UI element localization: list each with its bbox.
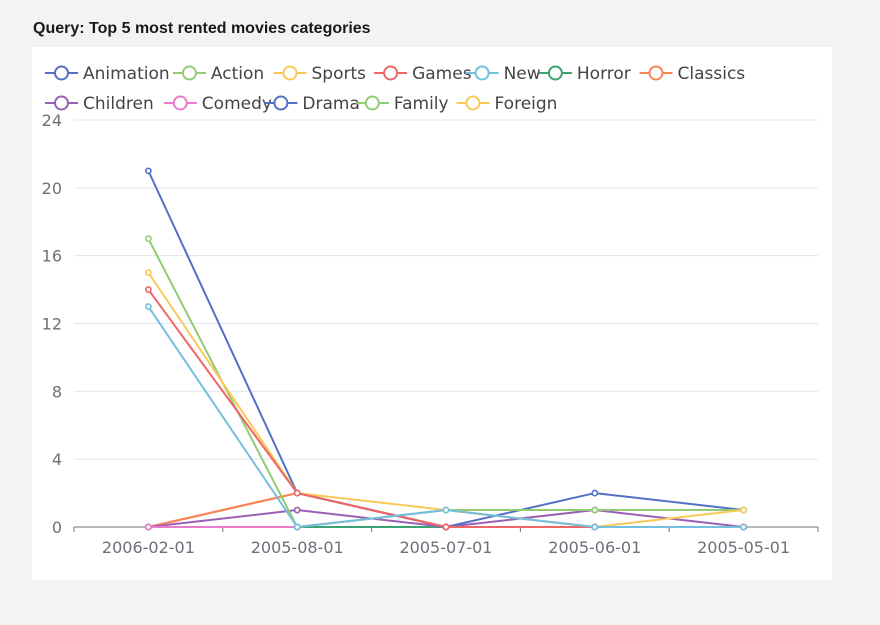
legend-label: Animation: [83, 64, 170, 84]
data-point[interactable]: [442, 506, 450, 514]
legend-item-foreign[interactable]: Foreign: [456, 94, 558, 114]
legend-item-animation[interactable]: Animation: [45, 64, 170, 84]
legend-item-family[interactable]: Family: [355, 94, 449, 114]
x-tick-label: 2006-02-01: [102, 538, 195, 557]
data-point[interactable]: [442, 523, 450, 531]
data-point[interactable]: [145, 286, 152, 293]
legend-label: New: [504, 64, 541, 84]
legend-label: Classics: [678, 64, 746, 84]
x-tick-label: 2005-06-01: [548, 538, 641, 557]
series-line-foreign[interactable]: [147, 272, 744, 528]
legend-item-classics[interactable]: Classics: [639, 64, 746, 84]
data-point[interactable]: [293, 506, 301, 514]
legend-item-sports[interactable]: Sports: [273, 64, 367, 84]
data-point[interactable]: [145, 167, 152, 175]
legend: Animation Action Sports Games New Horror Class…: [45, 64, 745, 114]
legend-marker-icon: [273, 95, 289, 111]
legend-item-games[interactable]: Games: [374, 64, 472, 84]
data-point[interactable]: [740, 506, 747, 514]
legend-label: Comedy: [202, 94, 272, 114]
line-chart: 0 4 8 12 16 20 24 2006-02-01 2005-08-01 2005-07-0…: [42, 64, 819, 557]
chart-card: 0 4 8 12 16 20 24 2006-02-01 2005-08-01 2005-07-0…: [32, 47, 832, 580]
legend-marker-icon: [465, 95, 481, 111]
legend-label: Action: [211, 64, 264, 84]
axes: 0 4 8 12 16 20 24 2006-02-01 2005-08-01 2005-07-0…: [42, 111, 819, 557]
series-line-games[interactable]: [147, 288, 744, 528]
legend-item-children[interactable]: Children: [45, 94, 154, 114]
x-tick-label: 2005-08-01: [251, 538, 344, 557]
legend-label: Children: [83, 94, 154, 114]
legend-marker-icon: [54, 65, 69, 81]
query-title: Query: Top 5 most rented movies categori…: [33, 20, 371, 37]
x-tick-label: 2005-07-01: [400, 538, 493, 557]
legend-label: Foreign: [495, 94, 558, 114]
series-line-new[interactable]: [147, 305, 744, 528]
data-point[interactable]: [293, 489, 301, 497]
legend-marker-icon: [172, 95, 188, 111]
grid-lines: [74, 119, 818, 460]
data-point[interactable]: [591, 489, 599, 497]
legend-marker-icon: [383, 65, 399, 81]
data-point[interactable]: [591, 523, 599, 531]
legend-item-new[interactable]: New: [465, 64, 541, 84]
data-point[interactable]: [293, 523, 301, 531]
data-point[interactable]: [740, 523, 747, 531]
legend-item-comedy[interactable]: Comedy: [163, 94, 272, 114]
y-tick-label: 24: [42, 111, 62, 130]
series-lines: [145, 167, 747, 531]
legend-marker-icon: [282, 65, 298, 81]
data-point[interactable]: [145, 303, 152, 310]
legend-item-horror[interactable]: Horror: [538, 64, 631, 84]
y-tick-label: 8: [52, 382, 62, 401]
y-tick-label: 20: [42, 179, 62, 198]
legend-label: Drama: [302, 94, 359, 114]
legend-marker-icon: [54, 95, 69, 111]
legend-label: Sports: [312, 64, 367, 84]
y-tick-label: 16: [42, 247, 62, 266]
series-line-family[interactable]: [147, 238, 744, 528]
y-tick-label: 0: [52, 518, 62, 537]
legend-label: Family: [394, 94, 449, 114]
data-point[interactable]: [145, 269, 152, 277]
legend-marker-icon: [364, 95, 380, 111]
legend-item-drama[interactable]: Drama: [264, 94, 360, 114]
legend-marker-icon: [181, 65, 197, 81]
legend-label: Horror: [577, 64, 631, 84]
y-tick-label: 4: [52, 450, 62, 469]
data-point[interactable]: [145, 523, 152, 531]
data-point[interactable]: [145, 235, 152, 243]
legend-marker-icon: [474, 65, 490, 81]
y-tick-label: 12: [42, 315, 62, 334]
legend-label: Games: [412, 64, 472, 84]
legend-item-action[interactable]: Action: [172, 64, 264, 84]
data-point[interactable]: [591, 506, 599, 514]
legend-marker-icon: [648, 65, 664, 81]
legend-marker-icon: [547, 65, 563, 81]
series-line-drama[interactable]: [147, 170, 744, 528]
x-tick-label: 2005-05-01: [697, 538, 790, 557]
